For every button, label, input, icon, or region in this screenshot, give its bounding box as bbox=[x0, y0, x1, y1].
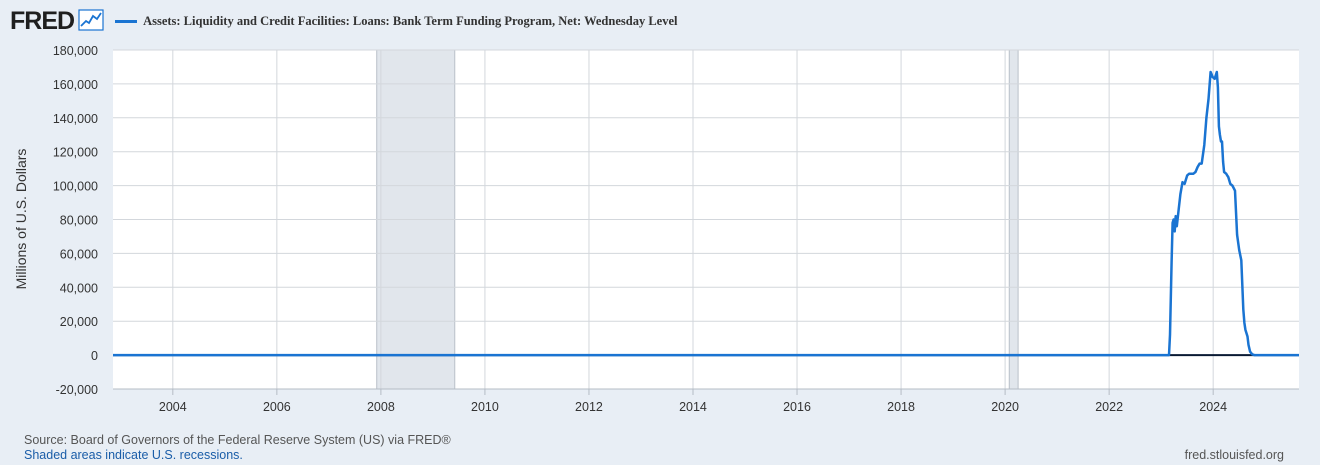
y-tick-label: 20,000 bbox=[60, 315, 98, 329]
x-tick-label: 2022 bbox=[1095, 400, 1123, 414]
series-line bbox=[113, 70, 1299, 357]
y-tick-label: 120,000 bbox=[53, 146, 98, 160]
x-tick-label: 2010 bbox=[471, 400, 499, 414]
y-tick-label: -20,000 bbox=[56, 383, 98, 397]
recession-note: Shaded areas indicate U.S. recessions. bbox=[24, 448, 243, 462]
x-tick-label: 2004 bbox=[159, 400, 187, 414]
x-tick-label: 2008 bbox=[367, 400, 395, 414]
site-link[interactable]: fred.stlouisfed.org bbox=[1184, 448, 1284, 462]
y-tick-label: 180,000 bbox=[53, 44, 98, 58]
y-tick-label: 0 bbox=[91, 349, 98, 363]
x-tick-label: 2018 bbox=[887, 400, 915, 414]
source-note: Source: Board of Governors of the Federa… bbox=[24, 433, 451, 447]
y-tick-label: 80,000 bbox=[60, 214, 98, 228]
x-tick-label: 2020 bbox=[991, 400, 1019, 414]
y-tick-label: 140,000 bbox=[53, 112, 98, 126]
x-tick-label: 2012 bbox=[575, 400, 603, 414]
y-tick-label: 60,000 bbox=[60, 247, 98, 261]
y-axis-title: Millions of U.S. Dollars bbox=[13, 149, 29, 290]
legend: Assets: Liquidity and Credit Facilities:… bbox=[115, 14, 677, 29]
chart-header: FRED Assets: Liquidity and Credit Facili… bbox=[10, 6, 677, 36]
y-tick-label: 100,000 bbox=[53, 180, 98, 194]
y-tick-label: 160,000 bbox=[53, 78, 98, 92]
x-tick-label: 2014 bbox=[679, 400, 707, 414]
fred-logo[interactable]: FRED bbox=[10, 6, 75, 35]
legend-swatch bbox=[115, 19, 138, 23]
line-graph-icon bbox=[78, 9, 104, 31]
y-tick-label: 40,000 bbox=[60, 281, 98, 295]
x-tick-label: 2016 bbox=[783, 400, 811, 414]
legend-label: Assets: Liquidity and Credit Facilities:… bbox=[143, 13, 678, 28]
x-tick-label: 2006 bbox=[263, 400, 291, 414]
x-tick-label: 2024 bbox=[1199, 400, 1227, 414]
